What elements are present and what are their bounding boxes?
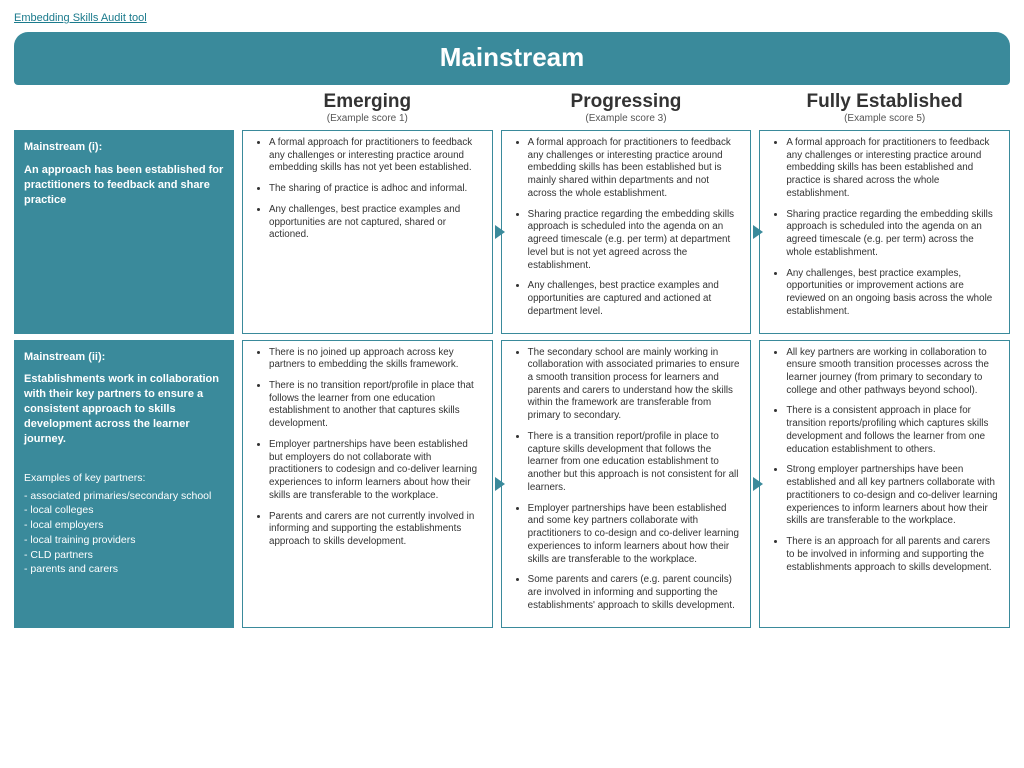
line-item: - local employers: [24, 518, 224, 533]
col-title: Progressing: [501, 91, 752, 113]
criterion-header: Mainstream (i):: [24, 140, 224, 155]
list-item: The secondary school are mainly working …: [528, 347, 741, 423]
list-item: A formal approach for practitioners to f…: [528, 137, 741, 201]
list-item: A formal approach for practitioners to f…: [269, 137, 482, 175]
criterion-desc: Establishments work in collaboration wit…: [24, 372, 224, 446]
cell-r2-established: All key partners are working in collabor…: [759, 340, 1010, 628]
col-head-emerging: Emerging (Example score 1): [242, 91, 493, 124]
partners-title: Examples of key partners:: [24, 471, 224, 485]
page-title: Mainstream: [14, 32, 1010, 85]
line-item: - CLD partners: [24, 548, 224, 563]
list-item: Sharing practice regarding the embedding…: [528, 209, 741, 273]
cell-r1-emerging: A formal approach for practitioners to f…: [242, 130, 493, 334]
arrow-icon: [495, 477, 505, 491]
rubric-grid: Emerging (Example score 1) Progressing (…: [14, 91, 1010, 628]
cell-r2-emerging: There is no joined up approach across ke…: [242, 340, 493, 628]
list-item: There is no joined up approach across ke…: [269, 347, 482, 372]
list-item: Strong employer partnerships have been e…: [786, 464, 999, 528]
bullet-list: There is no joined up approach across ke…: [247, 347, 482, 549]
list-item: Some parents and carers (e.g. parent cou…: [528, 574, 741, 612]
list-item: Employer partnerships have been establis…: [528, 503, 741, 567]
list-item: There is no transition report/profile in…: [269, 380, 482, 431]
col-title: Emerging: [242, 91, 493, 113]
list-item: Any challenges, best practice examples a…: [528, 280, 741, 318]
line-item: - local colleges: [24, 503, 224, 518]
list-item: All key partners are working in collabor…: [786, 347, 999, 398]
cell-r2-progressing: The secondary school are mainly working …: [501, 340, 752, 628]
col-sub: (Example score 1): [242, 113, 493, 124]
col-head-progressing: Progressing (Example score 3): [501, 91, 752, 124]
list-item: Sharing practice regarding the embedding…: [786, 209, 999, 260]
line-item: - local training providers: [24, 533, 224, 548]
arrow-icon: [495, 225, 505, 239]
cell-r1-progressing: A formal approach for practitioners to f…: [501, 130, 752, 334]
bullet-list: All key partners are working in collabor…: [764, 347, 999, 575]
list-item: There is a transition report/profile in …: [528, 431, 741, 495]
col-title: Fully Established: [759, 91, 1010, 113]
list-item: There is a consistent approach in place …: [786, 405, 999, 456]
criterion-desc: An approach has been established for pra…: [24, 163, 224, 208]
criterion-1: Mainstream (i): An approach has been est…: [14, 130, 234, 334]
list-item: There is an approach for all parents and…: [786, 536, 999, 574]
col-head-established: Fully Established (Example score 5): [759, 91, 1010, 124]
list-item: Parents and carers are not currently inv…: [269, 511, 482, 549]
col-sub: (Example score 5): [759, 113, 1010, 124]
list-item: Employer partnerships have been establis…: [269, 439, 482, 503]
bullet-list: The secondary school are mainly working …: [506, 347, 741, 613]
list-item: Any challenges, best practice examples a…: [269, 204, 482, 242]
bullet-list: A formal approach for practitioners to f…: [506, 137, 741, 319]
partners-list: - associated primaries/secondary school-…: [24, 489, 224, 577]
criterion-header: Mainstream (ii):: [24, 350, 224, 365]
criterion-2: Mainstream (ii): Establishments work in …: [14, 340, 234, 628]
col-sub: (Example score 3): [501, 113, 752, 124]
bullet-list: A formal approach for practitioners to f…: [764, 137, 999, 319]
line-item: - parents and carers: [24, 562, 224, 577]
cell-r1-established: A formal approach for practitioners to f…: [759, 130, 1010, 334]
arrow-icon: [753, 225, 763, 239]
list-item: Any challenges, best practice examples, …: [786, 268, 999, 319]
line-item: - associated primaries/secondary school: [24, 489, 224, 504]
arrow-icon: [753, 477, 763, 491]
bullet-list: A formal approach for practitioners to f…: [247, 137, 482, 242]
top-link[interactable]: Embedding Skills Audit tool: [14, 12, 147, 24]
list-item: The sharing of practice is adhoc and inf…: [269, 183, 482, 196]
list-item: A formal approach for practitioners to f…: [786, 137, 999, 201]
